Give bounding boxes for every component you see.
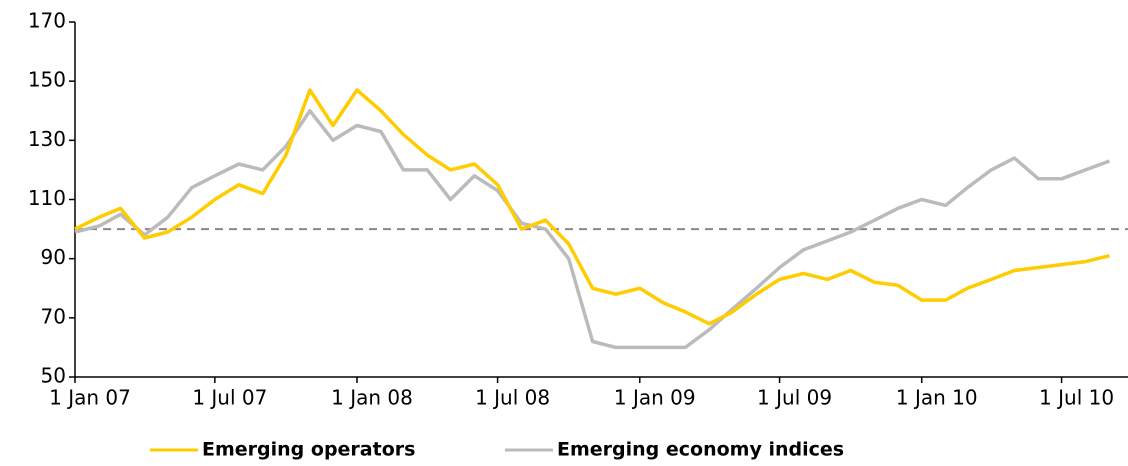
x-tick-label: 1 Jan 10 [896, 386, 978, 410]
x-tick-label: 1 Jul 08 [475, 386, 550, 410]
y-tick-label: 70 [41, 304, 66, 328]
x-tick-label: 1 Jan 07 [49, 386, 131, 410]
y-tick-label: 150 [28, 68, 66, 92]
x-tick-label: 1 Jul 07 [192, 386, 267, 410]
legend-label: Emerging operators [202, 439, 415, 461]
x-tick-label: 1 Jul 09 [757, 386, 832, 410]
x-tick-label: 1 Jan 09 [614, 386, 696, 410]
series-line [74, 109, 1111, 350]
y-tick-label: 130 [28, 127, 66, 151]
y-tick-label: 170 [28, 9, 66, 33]
y-tick-label: 90 [41, 245, 66, 269]
x-tick-label: 1 Jan 08 [331, 386, 413, 410]
series-line [74, 88, 1110, 326]
x-tick-label: 1 Jul 10 [1039, 386, 1114, 410]
y-tick-label: 110 [28, 186, 66, 210]
legend-label: Emerging economy indices [557, 439, 844, 461]
y-tick-label: 50 [41, 364, 66, 388]
